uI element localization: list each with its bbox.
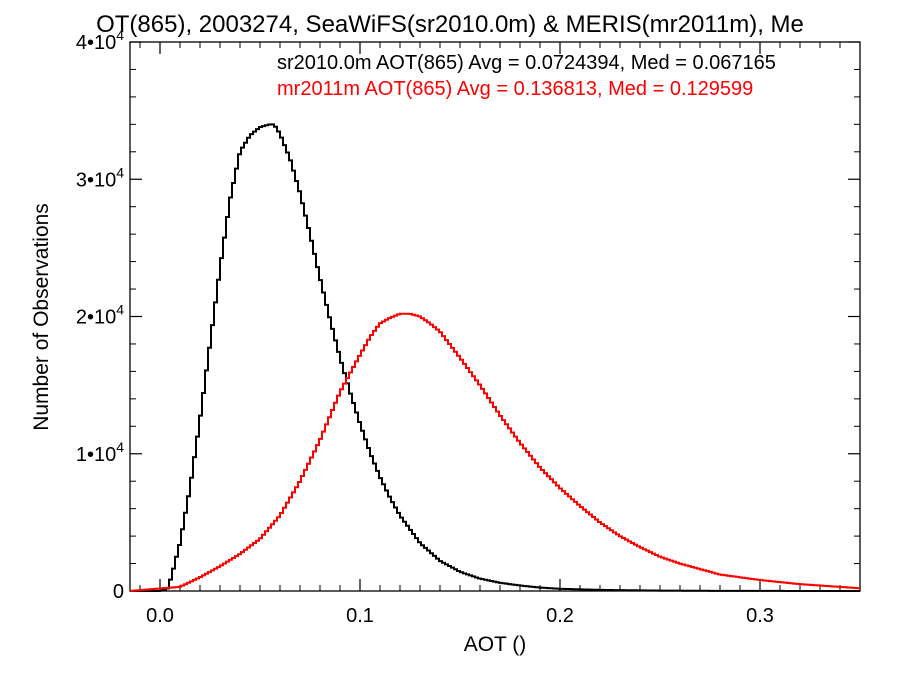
plot-frame <box>129 41 861 592</box>
x-tick-label: 0.3 <box>746 605 774 627</box>
y-axis-label: Number of Observations <box>30 203 53 431</box>
legend-entry-1: mr2011m AOT(865) Avg = 0.136813, Med = 0… <box>277 78 753 100</box>
legend-entry-0: sr2010.0m AOT(865) Avg = 0.0724394, Med … <box>277 52 776 74</box>
x-tick-label: 0.0 <box>146 605 174 627</box>
y-tick-exponent: 4 <box>116 164 124 180</box>
y-tick-exponent: 4 <box>116 439 124 455</box>
series-line-0 <box>130 123 860 592</box>
axis-ticks <box>130 41 861 592</box>
y-tick-label: 0 <box>113 581 124 603</box>
x-tick-label: 0.1 <box>346 605 374 627</box>
series-line-1 <box>130 312 860 592</box>
y-tick-label: 2•104 <box>76 302 124 329</box>
x-tick-label: 0.2 <box>546 605 574 627</box>
y-tick-mantissa: 3•10 <box>76 169 116 191</box>
legend: sr2010.0m AOT(865) Avg = 0.0724394, Med … <box>277 52 776 100</box>
y-tick-exponent: 4 <box>116 302 124 318</box>
y-tick-mantissa: 0 <box>113 581 124 603</box>
y-tick-mantissa: 4•10 <box>76 32 116 54</box>
y-tick-exponent: 4 <box>116 27 124 43</box>
series-layer <box>130 123 860 592</box>
y-tick-label: 3•104 <box>76 164 124 191</box>
y-tick-mantissa: 2•10 <box>76 307 116 329</box>
x-axis-label: AOT () <box>464 633 527 656</box>
y-tick-label: 1•104 <box>76 439 124 466</box>
y-tick-mantissa: 1•10 <box>76 444 116 466</box>
y-tick-label: 4•104 <box>76 27 124 54</box>
chart-title: OT(865), 2003274, SeaWiFS(sr2010.0m) & M… <box>96 11 804 38</box>
